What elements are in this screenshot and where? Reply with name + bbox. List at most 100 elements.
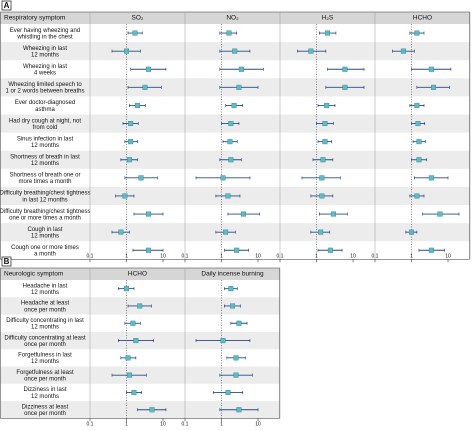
x-tick-label: 10 xyxy=(160,253,166,259)
row-label: Difficulty breathing/chest tightness one … xyxy=(0,208,90,221)
point-estimate xyxy=(308,48,314,54)
point-estimate xyxy=(240,211,246,217)
point-estimate xyxy=(319,175,325,181)
point-estimate xyxy=(124,286,130,292)
point-estimate xyxy=(233,355,239,361)
x-tick-label: 1 xyxy=(125,421,128,427)
point-estimate xyxy=(342,84,348,90)
x-tick-label: 0.1 xyxy=(87,421,94,427)
row-label: Ever having wheezing and whistling in the… xyxy=(10,27,80,40)
point-estimate xyxy=(236,407,242,413)
row-label: Difficulty concentrating at least once pe… xyxy=(4,335,86,348)
row-header: Neurologic symptom xyxy=(4,271,63,278)
point-estimate xyxy=(149,407,155,413)
column-header: NO₂ xyxy=(226,15,239,22)
point-estimate xyxy=(126,372,132,378)
row-label: Cough in last 12 months xyxy=(27,226,62,239)
x-tick-label: 0.1 xyxy=(87,253,94,259)
point-estimate xyxy=(124,48,130,54)
panel-frame xyxy=(0,11,470,260)
x-tick-label: 0.1 xyxy=(182,421,189,427)
x-tick-label: 1 xyxy=(410,253,413,259)
point-estimate xyxy=(128,139,134,145)
x-tick-label: 0.1 xyxy=(182,253,189,259)
point-estimate xyxy=(138,175,144,181)
point-estimate xyxy=(430,84,436,90)
point-estimate xyxy=(232,48,238,54)
point-estimate xyxy=(142,84,148,90)
x-tick-label: 10 xyxy=(255,421,261,427)
point-estimate xyxy=(133,338,139,344)
point-estimate xyxy=(228,286,234,292)
x-tick-label: 1 xyxy=(220,253,223,259)
point-estimate xyxy=(130,320,136,326)
point-estimate xyxy=(134,102,140,108)
point-estimate xyxy=(320,157,326,163)
point-estimate xyxy=(228,121,234,127)
panel-label: A xyxy=(4,1,10,10)
point-estimate xyxy=(414,30,420,36)
point-estimate xyxy=(145,211,151,217)
column-header: Daily incense burning xyxy=(201,271,264,278)
point-estimate xyxy=(414,102,420,108)
point-estimate xyxy=(428,247,434,253)
point-estimate xyxy=(415,121,421,127)
row-label: Forgetfulness in last 12 months xyxy=(18,352,72,365)
point-estimate xyxy=(318,229,324,235)
row-label: Dizziness in last 12 months xyxy=(23,387,66,400)
point-estimate xyxy=(231,102,237,108)
x-tick-label: 1 xyxy=(125,253,128,259)
point-estimate xyxy=(145,66,151,72)
point-estimate xyxy=(145,247,151,253)
x-tick-label: 0.1 xyxy=(372,253,379,259)
panel-label-box xyxy=(1,256,12,267)
row-label: Headache at least once per month xyxy=(21,300,70,313)
panel-label-box xyxy=(1,0,12,11)
point-estimate xyxy=(128,121,134,127)
point-estimate xyxy=(229,303,235,309)
header-bg xyxy=(0,12,470,24)
row-label: Shortness of breath one or more times a m… xyxy=(9,172,80,185)
point-estimate xyxy=(236,320,242,326)
point-estimate xyxy=(416,157,422,163)
point-estimate xyxy=(428,66,434,72)
point-estimate xyxy=(319,193,325,199)
point-estimate xyxy=(234,247,240,253)
point-estimate xyxy=(400,48,406,54)
header-bg xyxy=(0,268,280,280)
x-tick-label: 1 xyxy=(220,421,223,427)
point-estimate xyxy=(342,66,348,72)
x-tick-label: 10 xyxy=(255,253,261,259)
row-label: Wheezing limited speech to 1 or 2 words b… xyxy=(5,82,84,95)
point-estimate xyxy=(324,102,330,108)
point-estimate xyxy=(238,66,244,72)
point-estimate xyxy=(118,229,124,235)
panel-label: B xyxy=(4,257,10,266)
point-estimate xyxy=(322,139,328,145)
column-header: HCHO xyxy=(413,15,432,22)
point-estimate xyxy=(125,355,131,361)
point-estimate xyxy=(131,389,137,395)
point-estimate xyxy=(225,193,231,199)
row-label: Sinus infection in last 12 months xyxy=(17,136,74,149)
panel-frame xyxy=(0,267,280,419)
row-label: Cough one or more times a month xyxy=(11,245,79,258)
row-label: Difficulty concentrating in last 12 month… xyxy=(6,318,84,331)
row-label: Headache in last 12 months xyxy=(23,283,68,296)
x-tick-label: 1 xyxy=(315,253,318,259)
row-label: Ever doctor-diagnosed asthma xyxy=(15,100,75,113)
point-estimate xyxy=(122,193,128,199)
row-label: Wheezing in last 12 months xyxy=(23,45,67,58)
x-tick-label: 10 xyxy=(160,421,166,427)
point-estimate xyxy=(233,372,239,378)
x-tick-label: 10 xyxy=(445,253,451,259)
row-label: Wheezing in last 4 weeks xyxy=(23,64,67,77)
point-estimate xyxy=(226,30,232,36)
point-estimate xyxy=(409,229,415,235)
point-estimate xyxy=(327,247,333,253)
column-header: SO₂ xyxy=(132,15,144,22)
point-estimate xyxy=(126,157,132,163)
point-estimate xyxy=(223,229,229,235)
column-header: HCHO xyxy=(128,271,147,278)
